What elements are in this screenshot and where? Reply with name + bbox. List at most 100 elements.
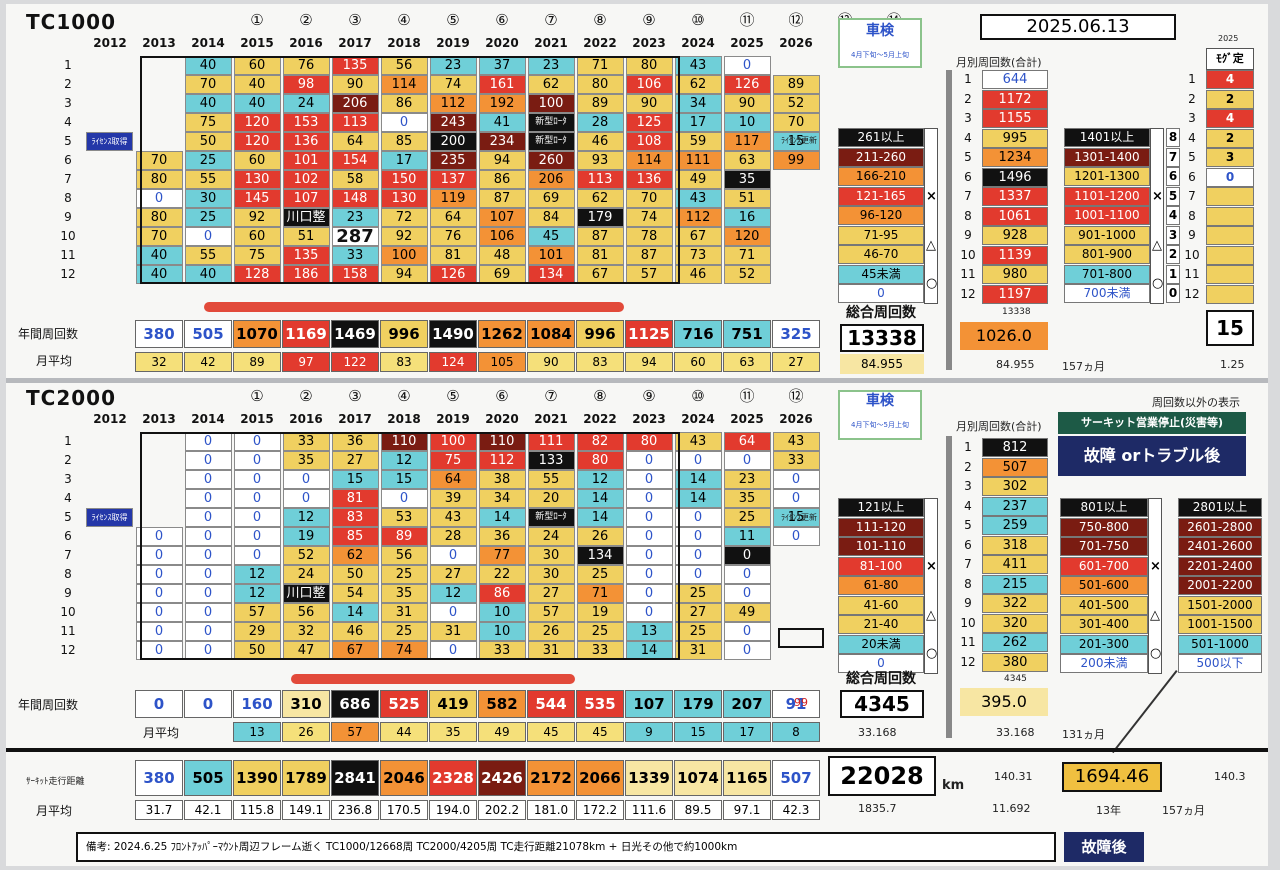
tc2000-cell-0-7: 110 <box>478 432 526 451</box>
tc1000-range-2: 1201-1300 <box>1064 167 1150 186</box>
tc1000-circled-5: ⑥ <box>495 11 509 29</box>
tc1000-cell-5-2: 60 <box>233 151 281 170</box>
tc2000-cell-10-4: 46 <box>331 622 379 641</box>
tc2000-cell-1-1: 0 <box>184 451 232 470</box>
tc2000-cell-5-13: 0 <box>772 527 820 546</box>
tc2000-year-3: 2015 <box>240 412 274 426</box>
tc2000-cell-7-10: 0 <box>625 565 673 584</box>
tc1000-rmark-o: ○ <box>1152 276 1164 291</box>
tc2000-range-frame <box>1148 498 1162 674</box>
tc2000-cell-6-2: 0 <box>233 546 281 565</box>
section-sep-1 <box>6 378 1268 383</box>
tc1000-cell-0-11: 43 <box>674 56 722 75</box>
tc1000-mt-label-3: 4 <box>964 130 972 145</box>
tc1000-date: 2025.06.13 <box>980 14 1176 40</box>
tc1000-range-count-3: 5 <box>1166 186 1180 206</box>
tc1000-cell-8-3: 川口整 <box>282 208 330 227</box>
tc2000-cell-8-0: 0 <box>135 584 183 603</box>
tc2000-mark-x: × <box>926 559 937 574</box>
tc2000-annual-6: 419 <box>429 690 477 718</box>
tc2000-annual-10: 107 <box>625 690 673 718</box>
tc2000-cell-2-12: 23 <box>723 470 771 489</box>
tc1000-cell-3-13: 70 <box>772 113 820 132</box>
tc1000-mogi-label-11: 12 <box>1184 286 1200 301</box>
tc1000-year-10: 2022 <box>583 36 617 50</box>
tc2000-cell-5-7: 36 <box>478 527 526 546</box>
tc1000-cell-1-8: 62 <box>527 75 575 94</box>
tc1000-cell-2-3: 24 <box>282 94 330 113</box>
tc1000-cell-11-3: 186 <box>282 265 330 284</box>
tc1000-range-count-4: 4 <box>1166 206 1180 225</box>
tc1000-cell-9-2: 60 <box>233 227 281 246</box>
tc1000-cell-2-2: 40 <box>233 94 281 113</box>
tc2000-cell-2-13: 0 <box>772 470 820 489</box>
tc1000-monthly-7: 105 <box>478 352 526 372</box>
tc2000-cell-5-1: 0 <box>184 527 232 546</box>
tc2000-cell-6-4: 62 <box>331 546 379 565</box>
tc2000-cell-2-3: 0 <box>282 470 330 489</box>
tc2000-year-11: 2023 <box>632 412 666 426</box>
tc1000-cell-3-6: 243 <box>429 113 477 132</box>
tc1000-legend-5: 71-95 <box>838 225 924 245</box>
tc2000-cell-8-12: 0 <box>723 584 771 603</box>
distance-avg-13: 42.3 <box>772 800 820 820</box>
tc2000-mt-4: 259 <box>982 516 1048 535</box>
tc1000-year-7: 2019 <box>436 36 470 50</box>
tc1000-month-6: 7 <box>64 172 72 186</box>
tc1000-mt-label-11: 12 <box>960 286 976 301</box>
tc1000-cell-6-2: 130 <box>233 170 281 189</box>
tc1000-mt-label-0: 1 <box>964 72 972 86</box>
tc2000-mt-label-3: 4 <box>964 498 972 513</box>
tc1000-mogi-10 <box>1206 265 1254 284</box>
tc2000-cell-5-11: 0 <box>674 527 722 546</box>
tc1000-cell-8-9: 179 <box>576 208 624 227</box>
tc1000-legend-6: 46-70 <box>838 245 924 264</box>
distance-unit: km <box>942 778 965 793</box>
tc1000-mt-foot: 13338 <box>1002 307 1031 317</box>
tc1000-cell-11-8: 134 <box>527 265 575 284</box>
tc1000-cell-0-5: 56 <box>380 56 428 75</box>
tc2000-divider <box>946 436 952 738</box>
tc2000-legend-2: 101-110 <box>838 537 924 556</box>
tc2000-range-7: 201-300 <box>1060 634 1148 654</box>
tc2000-cell-6-0: 0 <box>135 546 183 565</box>
tc1000-month-0: 1 <box>64 58 72 72</box>
tc1000-cell-5-3: 101 <box>282 151 330 170</box>
tc2000-circuit-stop: サーキット営業停止(災害等) <box>1058 412 1246 434</box>
tc2000-monthly-3: 44 <box>380 722 428 742</box>
distance-total: 22028 <box>828 756 936 796</box>
tc2000-cell-8-10: 0 <box>625 584 673 603</box>
tc2000-annual-1: 0 <box>184 690 232 718</box>
tc1000-cell-5-0: 70 <box>135 151 183 170</box>
tc1000-monthly-label: 月平均 <box>35 354 73 368</box>
tc2000-mt-7: 215 <box>982 574 1048 594</box>
sheet: TC1000①②③④⑤⑥⑦⑧⑨⑩⑪⑫⑬⑭20122013201420152016… <box>6 4 1268 866</box>
tc2000-cell-5-9: 26 <box>576 527 624 546</box>
tc1000-mogi-5: 0 <box>1206 167 1254 187</box>
tc2000-annual-extra: 99 <box>794 696 808 709</box>
tc1000-cell-5-5: 17 <box>380 151 428 170</box>
tc1000-month-1: 2 <box>64 77 72 91</box>
tc2000-year-7: 2019 <box>436 412 470 426</box>
tc2000-cell-7-0: 0 <box>135 565 183 584</box>
tc1000-legend-8: 0 <box>838 284 924 303</box>
tc2000-blank-box <box>778 628 824 648</box>
tc1000-mt-7: 1061 <box>982 206 1048 226</box>
tc1000-cell-4-3: 136 <box>282 132 330 151</box>
tc1000-year-14: 2026 <box>779 36 813 50</box>
distance-value-13: 507 <box>772 760 820 796</box>
tc1000-title: TC1000 <box>26 10 116 34</box>
tc2000-year-8: 2020 <box>485 412 519 426</box>
tc2000-cell-2-9: 12 <box>576 470 624 489</box>
tc2000-cell-9-1: 0 <box>184 603 232 622</box>
tc1000-mt-label-6: 7 <box>964 189 972 203</box>
tc1000-mt-label-9: 10 <box>960 247 976 262</box>
tc2000-legend-5: 41-60 <box>838 595 924 615</box>
distance-avg-1: 42.1 <box>184 800 232 820</box>
tc1000-cell-3-7: 41 <box>478 113 526 132</box>
tc2000-cell-10-8: 26 <box>527 622 575 641</box>
tc1000-cell-8-11: 112 <box>674 208 722 227</box>
tc2000-month-5: 6 <box>64 529 72 543</box>
tc1000-cell-2-9: 89 <box>576 94 624 113</box>
tc2000-range2-5: 1501-2000 <box>1178 595 1262 615</box>
